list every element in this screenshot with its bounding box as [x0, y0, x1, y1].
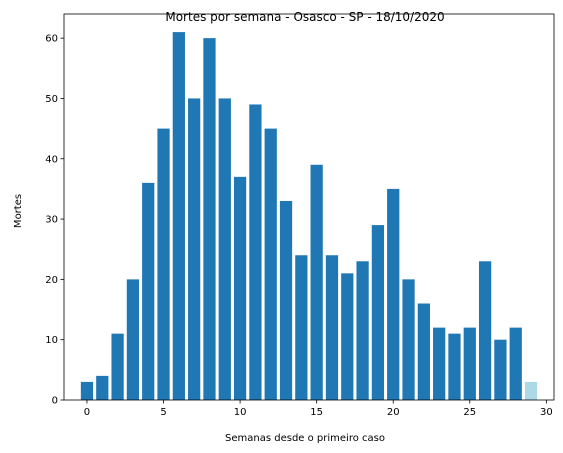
y-tick-label: 40	[45, 154, 58, 165]
y-tick-label: 30	[45, 215, 58, 226]
bar-week-18	[356, 261, 369, 400]
bar-week-4	[142, 182, 155, 400]
x-tick-label: 25	[463, 407, 476, 418]
bar-week-24	[448, 333, 461, 400]
bar-week-20	[387, 188, 400, 400]
bar-week-2	[111, 333, 124, 400]
y-axis-label: Mortes	[13, 194, 24, 228]
bar-week-23	[433, 327, 446, 400]
x-tick-label: 10	[234, 407, 247, 418]
x-axis-label: Semanas desde o primeiro caso	[225, 433, 385, 444]
bar-week-1	[96, 375, 109, 400]
bar-week-13	[279, 200, 293, 400]
y-tick-label: 10	[45, 335, 58, 346]
bar-week-19	[371, 225, 385, 400]
y-tick-label: 50	[45, 94, 58, 105]
x-tick-label: 20	[387, 407, 400, 418]
bars-group	[80, 32, 538, 400]
bar-week-6	[172, 32, 185, 400]
bar-week-7	[188, 98, 201, 400]
y-axis-ticks: 0 10 20 30 40 50 60	[45, 34, 64, 407]
chart-title: Mortes por semana - Osasco - SP - 18/10/…	[165, 10, 444, 24]
plot-frame	[63, 13, 555, 401]
bar-week-8	[203, 38, 216, 400]
bar-week-12	[264, 128, 277, 400]
bar-week-16	[325, 255, 339, 400]
x-tick-label: 0	[84, 407, 90, 418]
bar-week-14	[295, 255, 308, 400]
x-tick-label: 5	[160, 407, 166, 418]
bar-week-3	[126, 279, 140, 400]
bar-week-0	[80, 381, 94, 400]
x-axis-ticks: 0 5 10 15 20 25 30	[84, 400, 553, 418]
bar-week-11	[249, 104, 262, 400]
bar-week-21	[402, 279, 415, 400]
bar-week-28	[509, 327, 522, 400]
bar-week-25	[463, 327, 476, 400]
bar-week-9	[218, 98, 231, 400]
bar-week-10	[233, 176, 247, 400]
y-tick-label: 0	[52, 396, 58, 407]
bar-week-26	[478, 261, 492, 400]
bar-week-5	[157, 128, 170, 400]
y-tick-label: 20	[45, 275, 58, 286]
bar-week-17	[341, 273, 354, 400]
bar-week-27	[494, 339, 507, 400]
x-tick-label: 30	[540, 407, 553, 418]
x-tick-label: 15	[310, 407, 323, 418]
bar-week-29	[524, 381, 538, 400]
y-tick-label: 60	[45, 34, 58, 45]
bar-week-22	[417, 303, 430, 400]
bar-week-15	[310, 164, 323, 400]
